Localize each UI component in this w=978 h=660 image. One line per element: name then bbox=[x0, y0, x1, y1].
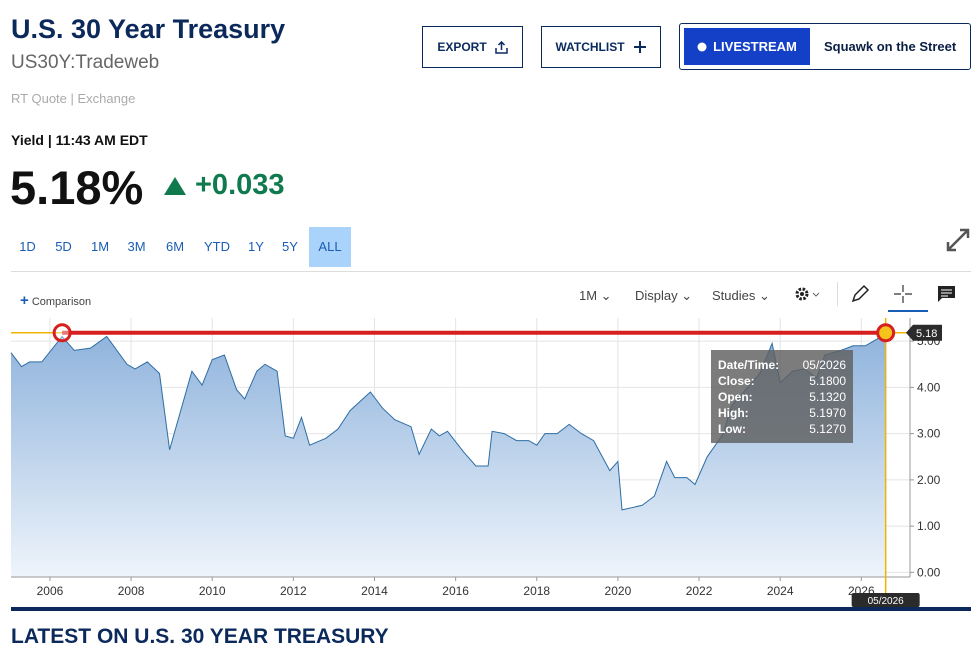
draw-icon[interactable] bbox=[850, 284, 870, 304]
plus-icon bbox=[633, 41, 646, 53]
range-button[interactable]: 3M bbox=[127, 239, 146, 254]
watchlist-button[interactable]: WATCHLIST bbox=[541, 26, 661, 68]
tooltip-label: High: bbox=[718, 406, 749, 420]
range-button[interactable]: 6M bbox=[165, 239, 185, 254]
range-button[interactable]: 5D bbox=[55, 239, 72, 254]
comparison-button[interactable]: + Comparison bbox=[20, 292, 92, 309]
tooltip-label: Date/Time: bbox=[718, 358, 779, 372]
drawn-line-handle bbox=[52, 323, 72, 343]
tooltip-label: Open: bbox=[718, 390, 753, 404]
active-tool-underline bbox=[888, 310, 928, 312]
drawn-line-handle bbox=[876, 323, 896, 343]
x-tick-label: 2010 bbox=[199, 584, 226, 598]
settings-icon[interactable] bbox=[794, 286, 824, 304]
quote-label: Yield | 11:43 AM EDT bbox=[11, 132, 148, 148]
x-tick-label: 2024 bbox=[767, 584, 794, 598]
y-tick-label: 1.00 bbox=[917, 519, 941, 533]
range-button[interactable]: 1M bbox=[90, 239, 110, 254]
x-cursor-label: 05/2026 bbox=[868, 596, 905, 607]
x-tick-label: 2006 bbox=[37, 584, 64, 598]
yield-label: Yield bbox=[11, 132, 44, 148]
quote-source-row: RT Quote | Exchange bbox=[11, 91, 136, 106]
tooltip-value: 05/2026 bbox=[803, 358, 847, 372]
section-rule bbox=[11, 607, 971, 611]
interval-label: 1M bbox=[579, 288, 598, 303]
x-tick-label: 2022 bbox=[686, 584, 713, 598]
quote-time: 11:43 AM EDT bbox=[55, 132, 148, 148]
quote-change: +0.033 bbox=[195, 169, 285, 201]
comparison-label: Comparison bbox=[31, 296, 92, 308]
y-cursor-label: 5.18 bbox=[916, 328, 937, 340]
y-cursor-tag bbox=[906, 324, 942, 341]
area bbox=[11, 332, 886, 577]
tooltip: Date/Time: 05/2026 Close: 5.1800 Open: 5.1320… bbox=[711, 350, 853, 443]
x-tick-label: 2008 bbox=[118, 584, 145, 598]
livestream-button[interactable]: LIVESTREAM Squawk on the Street bbox=[679, 23, 971, 70]
quote-exchange: Exchange bbox=[77, 91, 136, 106]
expand-icon[interactable] bbox=[946, 228, 970, 252]
page-title: U.S. 30 Year Treasury bbox=[11, 14, 286, 44]
button-label: EXPORT bbox=[437, 40, 487, 54]
live-label: LIVESTREAM bbox=[713, 39, 797, 54]
tooltip-label: Close: bbox=[718, 374, 755, 388]
tooltip-value: 5.1320 bbox=[809, 390, 846, 404]
crosshair-icon[interactable] bbox=[893, 284, 913, 304]
display-label: Display bbox=[635, 288, 678, 303]
x-tick-label: 2016 bbox=[442, 584, 469, 598]
tooltip-value: 5.1270 bbox=[809, 422, 846, 436]
tooltip-value: 5.1800 bbox=[809, 374, 846, 388]
quote-value: 5.18% bbox=[10, 161, 144, 214]
divider bbox=[11, 271, 971, 272]
y-tick-label: 2.00 bbox=[917, 473, 941, 487]
y-tick-label: 4.00 bbox=[917, 380, 941, 394]
range-button[interactable]: 1D bbox=[19, 239, 36, 254]
comment-icon[interactable] bbox=[937, 285, 957, 303]
tooltip-value: 5.1970 bbox=[809, 406, 846, 420]
x-tick-label: 2020 bbox=[605, 584, 632, 598]
y-tick-label: 0.00 bbox=[917, 565, 941, 579]
range-button[interactable]: 1Y bbox=[248, 239, 264, 254]
range-button[interactable]: YTD bbox=[204, 239, 230, 254]
section-title: LATEST ON U.S. 30 YEAR TREASURY bbox=[11, 625, 389, 648]
chart: 2006 2008 2010 2012 2014 2016 2018 2020 2022 2024… bbox=[10, 318, 942, 607]
range-button[interactable]: ALL bbox=[309, 227, 351, 267]
studies-menu[interactable]: Studies ⌄ bbox=[712, 288, 770, 303]
toolbar-separator bbox=[837, 282, 838, 306]
live-show: Squawk on the Street bbox=[824, 39, 957, 54]
y-tick-label: 3.00 bbox=[917, 427, 941, 441]
quote-source: RT Quote bbox=[11, 91, 67, 106]
live-badge: LIVESTREAM bbox=[684, 28, 810, 65]
symbol: US30Y:Tradeweb bbox=[11, 52, 160, 73]
x-tick-label: 2018 bbox=[523, 584, 550, 598]
interval-menu[interactable]: 1M ⌄ bbox=[579, 288, 612, 303]
up-arrow bbox=[164, 177, 186, 195]
x-cursor-tag bbox=[851, 593, 920, 607]
live-dot bbox=[697, 42, 707, 51]
tooltip-label: Low: bbox=[718, 422, 746, 436]
x-tick-label: 2014 bbox=[361, 584, 388, 598]
button-label: WATCHLIST bbox=[555, 40, 625, 54]
display-menu[interactable]: Display ⌄ bbox=[635, 288, 693, 303]
studies-label: Studies bbox=[712, 288, 756, 303]
x-tick-label: 2012 bbox=[280, 584, 307, 598]
range-button[interactable]: 5Y bbox=[282, 239, 298, 254]
tooltip-box bbox=[711, 350, 853, 443]
export-button[interactable]: EXPORT bbox=[422, 26, 523, 68]
export-icon bbox=[494, 40, 508, 54]
